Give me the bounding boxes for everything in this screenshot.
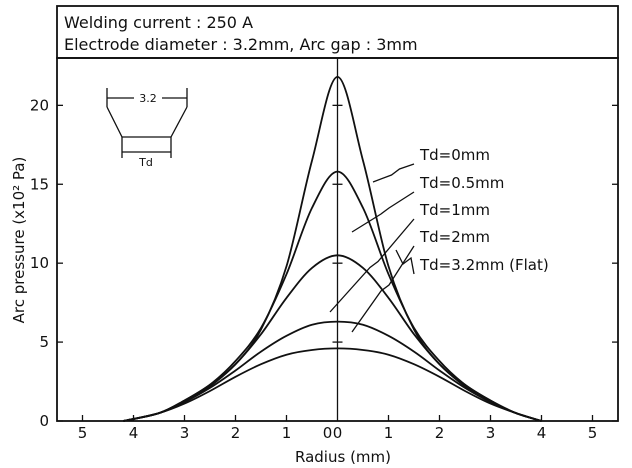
y-tick-label: 15: [30, 175, 49, 193]
inset-right-taper: [170, 106, 188, 138]
inset-bottom-label: Td: [138, 156, 153, 169]
legend-layer: Td=0mm Td=0.5mm Td=1mm Td=2mm Td=3.2mm (Flat…: [329, 146, 549, 333]
y-tick-label: 5: [39, 333, 49, 351]
y-tick-label: 20: [30, 96, 49, 114]
inset-top-label: 3.2: [139, 92, 157, 105]
x-tick-label: 2: [435, 424, 445, 442]
series-curve-4: [123, 347, 542, 422]
x-tick-label: 3: [180, 424, 190, 442]
x-tick-label: 4: [129, 424, 139, 442]
inset-left-taper: [106, 106, 123, 138]
legend-label-0: Td=0mm: [419, 146, 490, 164]
legend-label-2: Td=1mm: [419, 201, 490, 219]
y-tick-label: 10: [30, 254, 49, 272]
series-curve-3: [123, 320, 542, 422]
x-tick-label: 4: [537, 424, 547, 442]
x-tick-label: 0: [333, 424, 343, 442]
x-tick-label: 3: [486, 424, 496, 442]
electrode-tip-inset: 3.2 Td: [106, 88, 188, 169]
legend-leader-2: [329, 218, 415, 313]
x-tick-label: 2: [231, 424, 241, 442]
x-tick-label: 5: [588, 424, 598, 442]
legend-label-4: Td=3.2mm (Flat): [419, 256, 549, 274]
curves-layer: [123, 75, 542, 422]
conditions-line-1: Welding current : 250 A: [64, 13, 253, 32]
legend-leader-3: [351, 245, 415, 333]
legend-leader-4: [395, 249, 415, 275]
legend-leader-0: [372, 163, 415, 183]
conditions-line-2: Electrode diameter : 3.2mm, Arc gap : 3m…: [64, 35, 418, 54]
x-tick-label: 0: [323, 424, 333, 442]
y-tick-label: 0: [39, 412, 49, 430]
x-tick-label: 1: [384, 424, 394, 442]
x-axis-title: Radius (mm): [295, 448, 391, 466]
legend-leader-1: [351, 191, 415, 233]
x-tick-label: 1: [282, 424, 292, 442]
y-axis-title: Arc pressure (x10² Pa): [10, 157, 28, 324]
x-tick-label: 5: [78, 424, 88, 442]
legend-label-3: Td=2mm: [419, 228, 490, 246]
legend-label-1: Td=0.5mm: [419, 174, 504, 192]
series-curve-0: [123, 75, 542, 422]
series-curve-1: [123, 170, 542, 422]
